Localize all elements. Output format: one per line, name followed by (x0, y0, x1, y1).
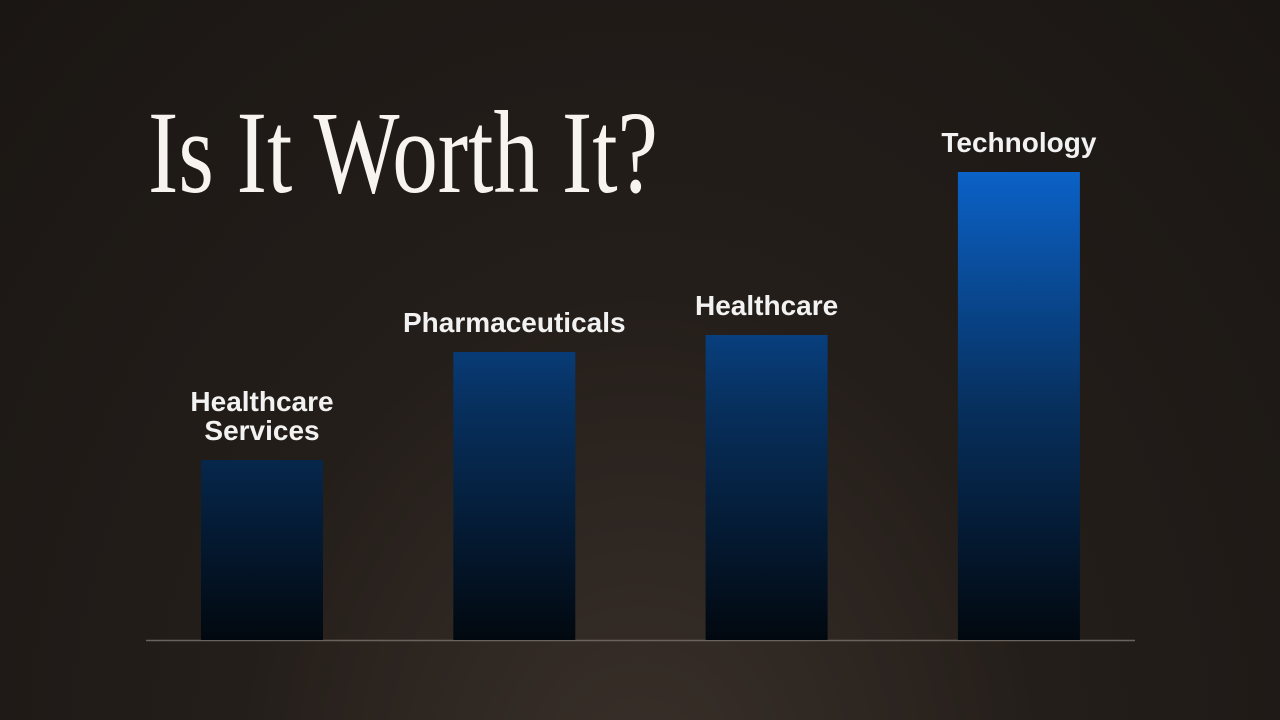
category-label: Healthcare (695, 290, 839, 321)
category-label: Technology (941, 127, 1097, 158)
chart-title: Is It Worth It? (148, 87, 658, 218)
category-label: Pharmaceuticals (403, 307, 626, 338)
bar (453, 352, 576, 640)
bar (705, 335, 828, 640)
bar (957, 172, 1080, 640)
category-label: Healthcare Services (190, 386, 334, 446)
bar (201, 460, 323, 640)
